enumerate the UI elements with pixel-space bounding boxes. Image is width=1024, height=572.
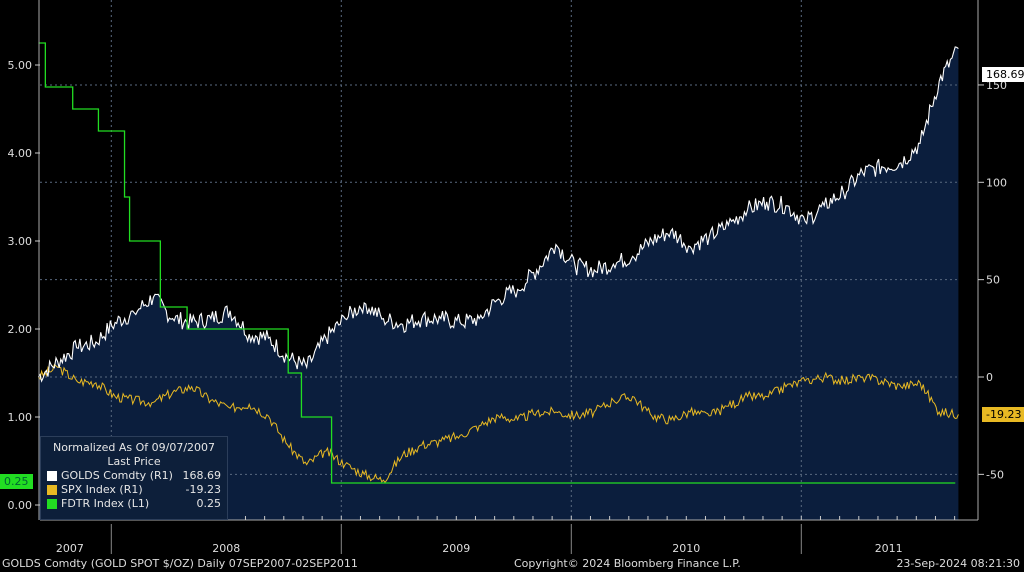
legend-swatch xyxy=(47,471,57,481)
gold-last-value-tag: 168.69 xyxy=(982,67,1024,82)
footer-timestamp: 23-Sep-2024 08:21:30 xyxy=(896,557,1020,570)
legend-swatch xyxy=(47,485,57,495)
right-tick-label: 100 xyxy=(986,176,1007,189)
legend-entry-spx[interactable]: SPX Index (R1) -19.23 xyxy=(47,483,221,497)
left-tick-label: 3.00 xyxy=(8,235,33,248)
x-tick-label: 2009 xyxy=(442,542,470,555)
footer-title: GOLDS Comdty (GOLD SPOT $/OZ) Daily 07SE… xyxy=(2,557,358,570)
fdtr-step-line xyxy=(38,42,956,484)
legend: Normalized As Of 09/07/2007 Last Price G… xyxy=(40,436,228,520)
legend-name: FDTR Index (L1) xyxy=(61,497,150,510)
gold-line xyxy=(37,46,959,383)
spx-line xyxy=(38,363,959,484)
left-tick-label: 2.00 xyxy=(8,323,33,336)
spx-last-value-tag: -19.23 xyxy=(982,407,1024,422)
right-tick-label: 50 xyxy=(986,274,1000,287)
left-tick-label: 0.00 xyxy=(8,499,33,512)
left-tick-label: 1.00 xyxy=(8,411,33,424)
legend-swatch xyxy=(47,499,57,509)
gold-area-fill xyxy=(38,46,959,521)
footer-copyright: Copyright© 2024 Bloomberg Finance L.P. xyxy=(514,557,741,570)
legend-subheader: Last Price xyxy=(107,455,161,468)
right-tick-label: 150 xyxy=(986,79,1007,92)
right-tick-label: -50 xyxy=(986,468,1004,481)
x-tick-label: 2007 xyxy=(56,542,84,555)
left-tick-label: 4.00 xyxy=(8,147,33,160)
legend-entry-gold[interactable]: GOLDS Comdty (R1) 168.69 xyxy=(47,469,221,483)
legend-value: -19.23 xyxy=(185,483,221,496)
legend-value: 168.69 xyxy=(182,469,222,482)
legend-header: Normalized As Of 09/07/2007 xyxy=(52,441,216,454)
left-tick-label: 5.00 xyxy=(8,59,33,72)
legend-entry-fdtr[interactable]: FDTR Index (L1) 0.25 xyxy=(47,497,221,511)
legend-name: SPX Index (R1) xyxy=(61,483,143,496)
fdtr-last-value-tag: 0.25 xyxy=(0,474,33,489)
right-tick-label: 0 xyxy=(986,371,993,384)
legend-value: 0.25 xyxy=(196,497,222,510)
x-tick-label: 2011 xyxy=(875,542,903,555)
x-tick-label: 2008 xyxy=(212,542,240,555)
legend-name: GOLDS Comdty (R1) xyxy=(61,469,173,482)
x-tick-label: 2010 xyxy=(672,542,700,555)
